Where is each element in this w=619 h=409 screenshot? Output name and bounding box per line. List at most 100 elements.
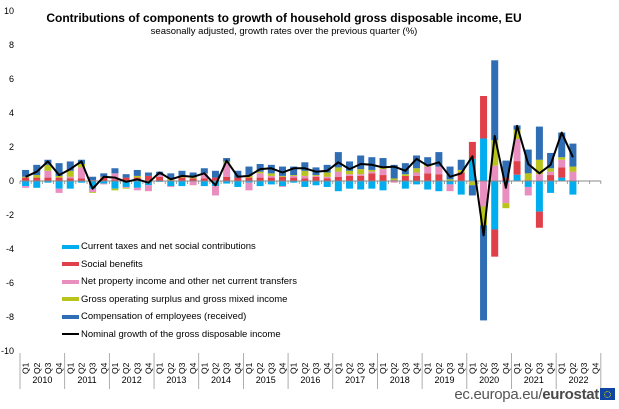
quarter-label: Q3 xyxy=(490,362,500,374)
bar-segment xyxy=(290,181,298,183)
quarter-label: Q2 xyxy=(389,362,399,374)
bar-segment xyxy=(234,181,242,187)
bar-segment xyxy=(346,175,354,181)
quarter-label: Q1 xyxy=(378,362,388,374)
quarter-label: Q1 xyxy=(199,362,209,374)
year-label: 2020 xyxy=(479,375,499,385)
bar-segment xyxy=(390,178,398,181)
quarter-label: Q4 xyxy=(367,362,377,374)
bar-segment xyxy=(55,175,63,178)
bar-segment xyxy=(100,181,108,184)
quarter-label: Q3 xyxy=(311,362,321,374)
bar-segment xyxy=(569,166,577,172)
quarter-label: Q2 xyxy=(523,362,533,374)
bar-segment xyxy=(77,181,85,183)
bar-segment xyxy=(256,177,264,181)
bar-segment xyxy=(401,174,409,176)
quarter-label: Q2 xyxy=(434,362,444,374)
bar-segment xyxy=(178,170,186,176)
bar-segment xyxy=(66,178,74,181)
bar-segment xyxy=(122,181,130,187)
quarter-label: Q2 xyxy=(166,362,176,374)
bar-segment xyxy=(189,172,197,178)
bar-segment xyxy=(468,141,476,159)
legend-item-nominal-growth: Nominal growth of the gross disposable i… xyxy=(62,326,297,344)
quarter-label: Q2 xyxy=(300,362,310,374)
bar-segment xyxy=(33,181,41,188)
bar-segment xyxy=(223,163,231,177)
bar-segment xyxy=(267,181,275,185)
bar-segment xyxy=(267,173,275,176)
bar-segment xyxy=(513,139,521,162)
bar-segment xyxy=(491,229,499,257)
bar-segment xyxy=(390,164,398,179)
bar-segment xyxy=(267,175,275,178)
bar-segment xyxy=(357,181,365,190)
bar-segment xyxy=(491,181,499,230)
bar-segment xyxy=(312,175,320,177)
bar-segment xyxy=(312,175,320,176)
bar-segment xyxy=(379,169,387,176)
bar-segment xyxy=(178,181,186,187)
bar-segment xyxy=(535,174,543,181)
quarter-label: Q2 xyxy=(568,362,578,374)
bar-segment xyxy=(122,187,130,189)
y-tick-label: 0 xyxy=(9,176,14,186)
bar-segment xyxy=(89,181,97,189)
bar-segment xyxy=(256,181,264,187)
legend-item-taxes: Current taxes and net social contributio… xyxy=(62,238,297,256)
bar-segment xyxy=(89,192,97,193)
bar-segment xyxy=(379,181,387,191)
bar-segment xyxy=(278,186,286,187)
bar-segment xyxy=(524,181,532,187)
quarter-label: Q2 xyxy=(345,362,355,374)
year-label: 2013 xyxy=(166,375,186,385)
quarter-label: Q1 xyxy=(110,362,120,374)
y-tick-label: -6 xyxy=(6,278,14,288)
bar-segment xyxy=(558,157,566,160)
bar-segment xyxy=(379,175,387,181)
bar-segment xyxy=(66,161,74,171)
bar-segment xyxy=(323,172,331,177)
bar-segment xyxy=(547,171,555,176)
bar-segment xyxy=(167,173,175,179)
bar-segment xyxy=(89,188,97,193)
chart-title: Contributions of components to growth of… xyxy=(46,11,522,25)
legend-label: Social benefits xyxy=(81,258,143,270)
bar-segment xyxy=(446,184,454,192)
legend-item-gross-operating: Gross operating surplus and gross mixed … xyxy=(62,291,297,309)
bar-segment xyxy=(379,158,387,168)
bar-segment xyxy=(167,181,175,187)
quarter-label: Q1 xyxy=(155,362,165,374)
bar-segment xyxy=(55,177,63,181)
year-label: 2014 xyxy=(211,375,231,385)
eu-flag-icon xyxy=(600,388,615,400)
bar-segment xyxy=(156,175,164,177)
bar-segment xyxy=(33,177,41,181)
bar-segment xyxy=(278,181,286,187)
bar-segment xyxy=(245,166,253,176)
legend-item-net-property: Net property income and other net curren… xyxy=(62,273,297,291)
year-label: 2021 xyxy=(524,375,544,385)
quarter-label: Q4 xyxy=(456,362,466,374)
bar-segment xyxy=(33,164,41,176)
year-label: 2018 xyxy=(390,375,410,385)
y-tick-label: 10 xyxy=(4,6,14,16)
bar-segment xyxy=(357,169,365,175)
bar-segment xyxy=(267,177,275,181)
legend: Current taxes and net social contributio… xyxy=(62,238,297,343)
bar-segment xyxy=(435,166,443,175)
legend-label: Nominal growth of the gross disposable i… xyxy=(81,328,281,340)
bar-segment xyxy=(446,166,454,180)
bar-segment xyxy=(468,181,476,186)
bar-segment xyxy=(413,175,421,181)
bar-segment xyxy=(290,177,298,181)
quarter-label: Q1 xyxy=(423,362,433,374)
bar-segment xyxy=(502,160,510,178)
eurostat-footer-link[interactable]: ec.europa.eu/eurostat xyxy=(454,386,599,403)
bar-segment xyxy=(480,206,488,226)
bar-segment xyxy=(457,169,465,173)
bar-segment xyxy=(167,186,175,187)
quarter-label: Q3 xyxy=(43,362,53,374)
